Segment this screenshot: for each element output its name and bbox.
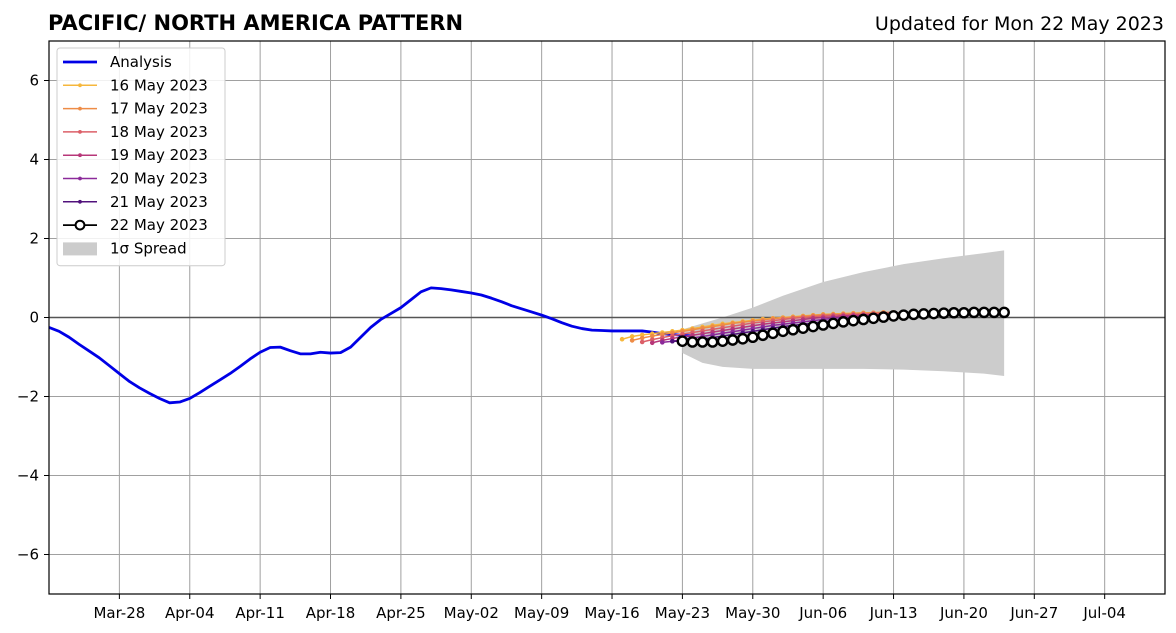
legend-swatch-marker (74, 219, 86, 231)
legend-swatch-marker (78, 176, 82, 181)
forecast-point (649, 340, 655, 346)
legend-swatch-marker (78, 130, 82, 134)
forecast-point (887, 310, 900, 322)
forecast-point (659, 340, 665, 345)
forecast-point (877, 311, 890, 323)
y-tick-label: 0 (29, 309, 39, 327)
legend-swatch-marker (78, 199, 82, 204)
forecast-point (767, 327, 779, 340)
x-tick-label: May-02 (444, 604, 499, 622)
forecast-point (837, 316, 850, 328)
x-axis-ticks: Mar-28 Apr-04 Apr-11 Apr-18 Apr-25 May-02 May-… (93, 594, 1126, 622)
legend-label: 16 May 2023 (110, 76, 208, 94)
legend-swatch-marker (78, 106, 82, 111)
x-tick-label: Jun-13 (869, 604, 918, 622)
series-lines (49, 286, 1010, 405)
forecast-point (696, 336, 709, 348)
forecast-point (857, 313, 870, 326)
x-tick-label: Apr-11 (235, 604, 285, 622)
x-tick-label: Apr-18 (306, 604, 356, 622)
legend-label: Analysis (110, 53, 172, 71)
forecast-point (639, 339, 645, 345)
y-tick-label: 4 (29, 151, 39, 169)
legend-box (56, 47, 226, 267)
x-tick-label: May-30 (725, 604, 780, 622)
forecast-point (978, 306, 990, 319)
legend-swatch-marker (78, 83, 82, 88)
y-tick-label: 6 (29, 72, 39, 90)
legend: Analysis 16 May 2023 17 May 2023 18 May 202… (56, 47, 226, 267)
forecast-series (676, 306, 1010, 348)
forecast-point (746, 331, 759, 344)
x-tick-label: Jul-04 (1082, 604, 1126, 622)
legend-label: 17 May 2023 (110, 100, 208, 118)
forecast-point (706, 336, 719, 348)
x-tick-label: May-09 (514, 604, 569, 622)
legend-swatch-spread (63, 242, 97, 256)
chart-subtitle: Updated for Mon 22 May 2023 (875, 13, 1164, 35)
forecast-point (639, 335, 645, 341)
legend-swatch-marker (78, 153, 82, 158)
legend-label: 22 May 2023 (110, 216, 208, 234)
forecast-point (797, 322, 809, 334)
x-tick-label: May-16 (584, 604, 639, 622)
forecast-point (676, 335, 689, 348)
forecast-point (827, 317, 840, 330)
forecast-point (787, 323, 799, 336)
forecast-point (897, 309, 910, 321)
forecast-point (867, 312, 880, 325)
y-tick-label: 2 (29, 230, 39, 248)
forecast-point (998, 306, 1010, 319)
x-tick-label: Apr-04 (165, 604, 215, 622)
forecast-point (968, 306, 980, 319)
x-tick-label: May-23 (655, 604, 710, 622)
analysis-line (49, 286, 693, 405)
forecast-point (817, 319, 829, 331)
legend-label: 18 May 2023 (110, 123, 208, 141)
forecast-point (938, 307, 950, 319)
forecast-point (629, 334, 635, 339)
forecast-point (807, 320, 819, 333)
forecast-point (907, 308, 920, 321)
legend-label: 21 May 2023 (110, 193, 208, 211)
forecast-point (619, 336, 625, 342)
forecast-point (917, 308, 930, 320)
forecast-point (927, 307, 940, 320)
y-tick-label: −2 (17, 388, 39, 406)
legend-label: 1σ Spread (110, 239, 187, 257)
forecast-point (958, 306, 970, 319)
forecast-point (757, 329, 769, 342)
x-tick-label: Jun-27 (1009, 604, 1058, 622)
forecast-point (777, 325, 789, 338)
x-tick-label: Mar-28 (93, 604, 145, 622)
forecast-point (847, 314, 860, 327)
forecast-point (726, 334, 739, 346)
x-tick-label: Jun-06 (798, 604, 847, 622)
forecast-point (736, 333, 749, 345)
legend-label: 19 May 2023 (110, 146, 208, 164)
legend-label: 20 May 2023 (110, 170, 208, 188)
chart-title: PACIFIC/ NORTH AMERICA PATTERN (48, 11, 463, 35)
forecast-point (629, 338, 635, 343)
y-tick-label: −4 (17, 467, 39, 485)
forecast-point (716, 335, 729, 348)
x-tick-label: Jun-20 (939, 604, 988, 622)
x-tick-label: Apr-25 (376, 604, 426, 622)
y-axis-ticks: −6 −4 −2 0 2 4 6 (17, 72, 49, 564)
y-tick-label: −6 (17, 546, 39, 564)
forecast-point (686, 336, 699, 348)
forecast-point (988, 306, 1000, 319)
forecast-point (948, 306, 960, 319)
forecast-point (670, 338, 675, 344)
